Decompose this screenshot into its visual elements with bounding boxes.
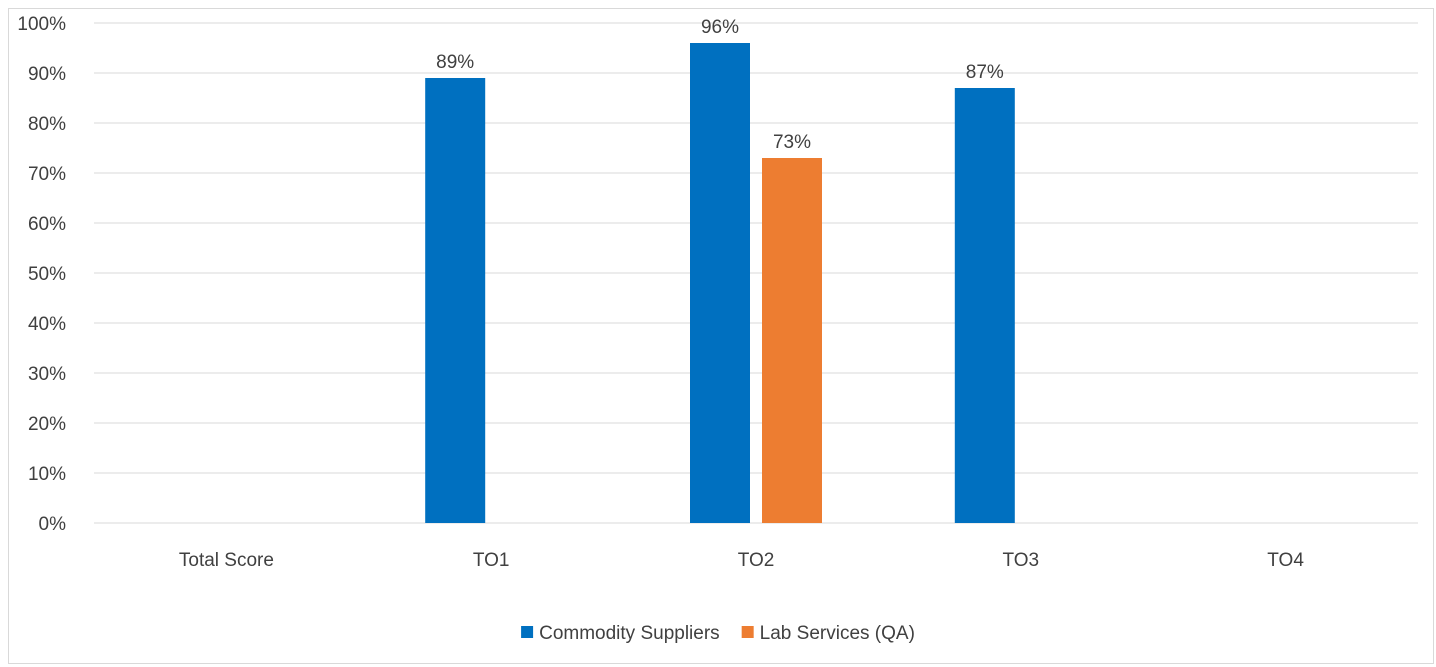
bar-to2-series-1 xyxy=(762,158,822,523)
x-axis-category-labels: Total Score TO1 TO2 TO3 TO4 xyxy=(179,550,1304,571)
data-label: 96% xyxy=(701,17,739,38)
y-axis-tick-labels: 0% 10% 20% 30% 40% 50% 60% 70% 80% 90% 100% xyxy=(17,14,66,535)
y-tick-label: 40% xyxy=(28,314,66,335)
x-category-label: TO4 xyxy=(1267,550,1304,571)
y-tick-label: 30% xyxy=(28,364,66,385)
x-category-label: TO2 xyxy=(738,550,775,571)
data-label: 89% xyxy=(436,52,474,73)
legend: Commodity Suppliers Lab Services (QA) xyxy=(521,623,915,644)
data-label: 73% xyxy=(773,132,811,153)
bar-to1-series-0 xyxy=(425,78,486,523)
bar-to2-series-0 xyxy=(690,43,750,523)
y-tick-label: 60% xyxy=(28,214,66,235)
y-tick-label: 0% xyxy=(39,514,67,535)
x-category-label: TO3 xyxy=(1002,550,1039,571)
bar-to3-series-0 xyxy=(954,88,1015,523)
legend-label: Commodity Suppliers xyxy=(539,623,720,644)
legend-label: Lab Services (QA) xyxy=(760,623,915,644)
y-tick-label: 50% xyxy=(28,264,66,285)
y-tick-label: 70% xyxy=(28,164,66,185)
x-category-label: TO1 xyxy=(473,550,510,571)
y-tick-label: 90% xyxy=(28,64,66,85)
data-label: 87% xyxy=(966,62,1004,83)
data-labels: 89% 96% 73% 87% xyxy=(436,17,1004,153)
y-tick-label: 80% xyxy=(28,114,66,135)
y-tick-label: 10% xyxy=(28,464,66,485)
x-category-label: Total Score xyxy=(179,550,274,571)
bars xyxy=(425,43,1015,523)
legend-swatch-series-1 xyxy=(741,626,754,638)
gridlines xyxy=(94,22,1418,524)
y-tick-label: 100% xyxy=(17,14,66,35)
y-tick-label: 20% xyxy=(28,414,66,435)
legend-swatch-series-0 xyxy=(521,626,534,638)
